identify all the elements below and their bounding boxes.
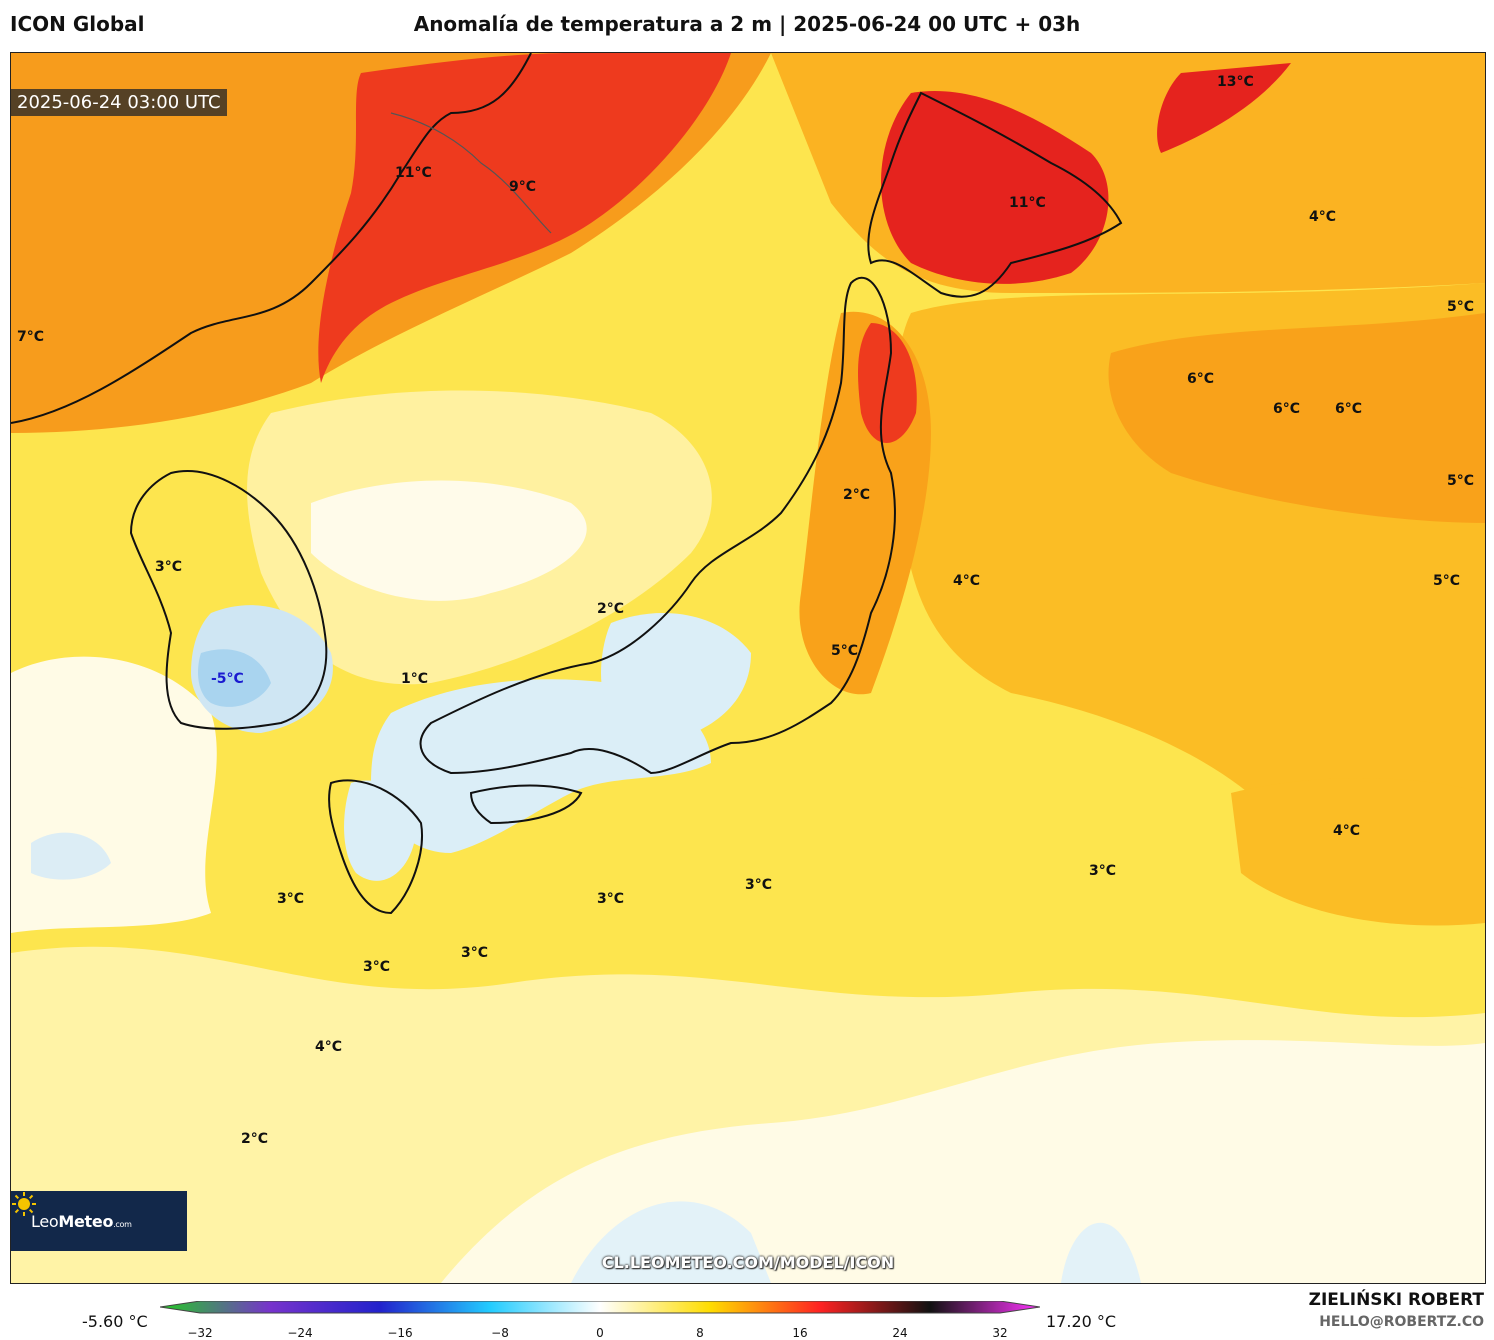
temp-label: 3°C bbox=[155, 559, 182, 575]
temp-label: 6°C bbox=[1273, 401, 1300, 417]
colorbar: −32 −24 −16 −8 0 8 16 24 32 bbox=[159, 1300, 1041, 1340]
temp-label: 5°C bbox=[1447, 473, 1474, 489]
colorbar-tick: −16 bbox=[387, 1326, 413, 1340]
red-sakhalin-east bbox=[1157, 63, 1291, 153]
temp-label: 3°C bbox=[597, 891, 624, 907]
coastline-hokkaido bbox=[867, 91, 1123, 298]
author-name: ZIELIŃSKI ROBERT bbox=[1308, 1290, 1484, 1310]
temp-label: 2°C bbox=[241, 1131, 268, 1147]
model-name: ICON Global bbox=[10, 12, 145, 36]
temp-label: 5°C bbox=[1447, 299, 1474, 315]
valid-time-badge: 2025-06-24 03:00 UTC bbox=[11, 89, 227, 116]
temp-label: 4°C bbox=[1333, 823, 1360, 839]
temp-label: 4°C bbox=[315, 1039, 342, 1055]
temp-label: 4°C bbox=[953, 573, 980, 589]
temp-label: 6°C bbox=[1187, 371, 1214, 387]
light-blue-south bbox=[571, 1201, 771, 1283]
watermark-url: CL.LEOMETEO.COM/MODEL/ICON bbox=[601, 1253, 895, 1272]
colorbar-tick: 32 bbox=[992, 1326, 1008, 1340]
temp-label: 2°C bbox=[597, 601, 624, 617]
colorbar-tick: −8 bbox=[491, 1326, 509, 1340]
temp-label: 5°C bbox=[1433, 573, 1460, 589]
coastline-mainland bbox=[11, 53, 532, 424]
red-north-land bbox=[318, 53, 731, 383]
temp-label: 3°C bbox=[745, 877, 772, 893]
blue-kyushu bbox=[344, 780, 416, 881]
light-blue-west bbox=[31, 832, 111, 880]
temperature-anomaly-map[interactable]: 11°C 9°C 13°C 11°C 4°C 5°C 7°C 6°C 6°C 6… bbox=[10, 52, 1486, 1284]
colorbar-min-label: -5.60 °C bbox=[82, 1312, 148, 1331]
temp-label: -5°C bbox=[211, 671, 244, 687]
temp-label: 9°C bbox=[509, 179, 536, 195]
coastline-korea bbox=[129, 470, 328, 730]
coastline-shikoku bbox=[469, 784, 583, 825]
logo-wordmark: LeoMeteo.com bbox=[31, 1211, 132, 1231]
temp-label: 3°C bbox=[363, 959, 390, 975]
colorbar-bar bbox=[159, 1300, 1041, 1314]
temp-label: 13°C bbox=[1217, 74, 1254, 90]
red-hokkaido bbox=[881, 91, 1109, 284]
white-sea-of-japan bbox=[311, 480, 587, 601]
temp-label: 11°C bbox=[395, 165, 432, 181]
temp-label: 1°C bbox=[401, 671, 428, 687]
orange-south-east bbox=[1231, 778, 1485, 926]
colorbar-tick: −24 bbox=[287, 1326, 313, 1340]
coastline-honshu bbox=[419, 276, 896, 775]
coastline-kyushu bbox=[328, 779, 423, 915]
deeper-orange-pacific bbox=[1108, 313, 1485, 523]
temp-label: 4°C bbox=[1309, 209, 1336, 225]
temp-label: 6°C bbox=[1335, 401, 1362, 417]
deeper-blue-korea bbox=[198, 649, 271, 707]
temp-label: 11°C bbox=[1009, 195, 1046, 211]
blue-chubu bbox=[601, 613, 751, 743]
temp-label: 3°C bbox=[461, 945, 488, 961]
map-title: Anomalía de temperatura a 2 m | 2025-06-… bbox=[413, 12, 1081, 36]
sun-icon bbox=[12, 1192, 36, 1216]
map-canvas: 11°C 9°C 13°C 11°C 4°C 5°C 7°C 6°C 6°C 6… bbox=[11, 53, 1485, 1283]
colorbar-tick: 8 bbox=[696, 1326, 704, 1340]
author-email[interactable]: HELLO@ROBERTZ.CO bbox=[1319, 1314, 1484, 1330]
colorbar-tick: 0 bbox=[596, 1326, 604, 1340]
temp-label: 7°C bbox=[17, 329, 44, 345]
temp-label: 2°C bbox=[843, 487, 870, 503]
temp-label: 3°C bbox=[1089, 863, 1116, 879]
colorbar-max-label: 17.20 °C bbox=[1046, 1312, 1117, 1331]
white-west-sea bbox=[11, 656, 217, 933]
colorbar-tick: 24 bbox=[892, 1326, 908, 1340]
colorbar-tick: −32 bbox=[187, 1326, 213, 1340]
red-tohoku bbox=[858, 323, 917, 443]
colorbar-tick: 16 bbox=[792, 1326, 808, 1340]
temp-label: 5°C bbox=[831, 643, 858, 659]
leometeo-logo[interactable]: LeoMeteo.com bbox=[11, 1191, 187, 1251]
border-china-russia bbox=[390, 112, 552, 234]
colorbar-gradient bbox=[159, 1300, 1041, 1314]
light-blue-south-east bbox=[1061, 1222, 1141, 1283]
temp-label: 3°C bbox=[277, 891, 304, 907]
